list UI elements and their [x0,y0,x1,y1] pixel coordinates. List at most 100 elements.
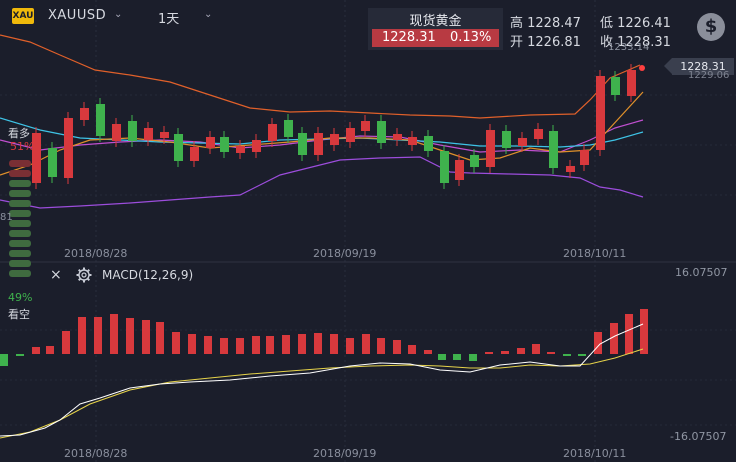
candle-body [32,133,41,183]
date-label: 2018/10/11 [563,247,627,260]
axis-price-label: 1229.06 [688,70,730,81]
candle-body [566,166,575,172]
macd-bar [204,336,212,354]
candle-body [408,137,417,145]
macd-bar [640,309,648,354]
macd-bar [438,354,446,360]
quote-name: 现货黄金 [409,14,462,29]
macd-bar [46,346,54,354]
candle-body [48,148,57,177]
side-value: 81 [0,212,13,223]
chevron-down-icon[interactable]: ⌄ [114,9,123,20]
xau-logo: XAU [12,8,34,24]
macd-bar [547,352,555,354]
sentiment-segment [9,210,31,217]
macd-bar [62,331,70,354]
macd-bar [469,354,477,361]
macd-bar [220,338,228,354]
candle-body [377,121,386,143]
max-price-label: 1233.14 [608,42,650,53]
currency-dollar-icon[interactable]: $ [697,13,725,41]
candle-body [160,132,169,138]
current-price-tag: 1228.31 [664,58,734,75]
macd-indicator-label[interactable]: MACD(12,26,9) [102,268,194,282]
candle-body [361,121,370,131]
macd-bar [610,323,618,354]
candle-body [455,160,464,180]
sentiment-segment [9,200,31,207]
candle-body [206,137,215,148]
candle-body [330,134,339,145]
sentiment-segment [9,260,31,267]
candle-body [346,128,355,142]
gear-icon[interactable] [76,267,92,283]
macd-bar [282,335,290,354]
sentiment-segment [9,170,31,177]
candle-body [580,150,589,165]
timeframe-selector[interactable]: 1天 [158,12,180,27]
candle-body [314,133,323,155]
candle-body [549,131,558,168]
upper-band-line [0,34,641,119]
candle-body [80,108,89,120]
macd-bar [532,344,540,354]
candle-body [174,134,183,161]
candle-body [112,124,121,141]
sentiment-segment [9,270,31,277]
macd-bar [156,322,164,354]
candle-body [284,120,293,137]
candle-body [128,121,137,141]
macd-bar [578,354,586,356]
candle-body [470,155,479,167]
date-label: 2018/08/28 [64,447,128,460]
bear-percent: 49% [8,291,33,304]
close-icon[interactable]: × [50,267,62,283]
macd-bar [126,318,134,354]
candle-body [440,151,449,183]
candle-body [220,137,229,152]
candle-body [486,130,495,167]
sentiment-segment [9,180,31,187]
macd-bar [298,334,306,354]
macd-bar [485,352,493,354]
high-value: 高 1228.47 [510,16,581,31]
macd-bar [32,347,40,354]
candle-body [64,118,73,178]
date-label: 2018/09/19 [313,447,377,460]
candle-body [190,147,199,161]
candle-body [534,129,543,139]
date-label: 2018/08/28 [64,247,128,260]
last-price-dot [639,65,645,71]
macd-bar [625,314,633,354]
macd-bar [16,354,24,356]
quote-price-badge: 1228.31 0.13% [372,29,499,47]
candle-body [252,140,261,152]
sentiment-segment [9,250,31,257]
bull-percent: 51% [10,140,35,153]
candle-body [236,146,245,153]
macd-bar [252,336,260,354]
macd-bar [236,338,244,354]
candle-body [144,128,153,140]
macd-bar [172,332,180,354]
chevron-down-icon[interactable]: ⌄ [204,9,213,20]
sentiment-segment [9,190,31,197]
candle-body [518,138,527,146]
candle-body [502,131,511,148]
macd-bar [346,338,354,354]
macd-bar [0,354,8,366]
symbol-selector[interactable]: XAUUSD [48,8,107,23]
macd-bar [110,314,118,354]
candle-body [268,124,277,141]
macd-bottom-value: -16.07507 [670,430,727,443]
macd-bar [362,334,370,354]
macd-bar [424,350,432,354]
macd-bar [377,338,385,354]
bear-label: 看空 [8,308,30,321]
candle-body [627,70,636,96]
macd-bar [188,334,196,354]
macd-bar [330,334,338,354]
macd-bar [94,317,102,354]
